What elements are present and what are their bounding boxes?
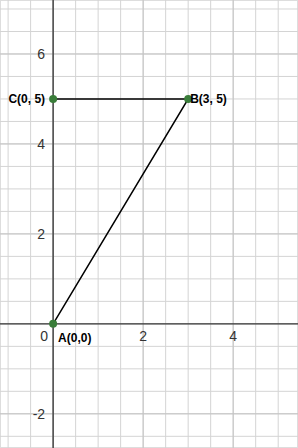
point-marker bbox=[49, 320, 57, 328]
minor-grid-line bbox=[188, 0, 189, 448]
minor-grid-line bbox=[0, 166, 298, 167]
minor-grid-line bbox=[0, 368, 298, 369]
minor-grid-line bbox=[53, 0, 54, 448]
data bbox=[49, 95, 192, 328]
chart: 0 2 4 -2 2 4 6 A(0,0) B(3, 5) C(0, 5) bbox=[0, 0, 298, 448]
segment-line bbox=[53, 99, 188, 324]
x-tick-label: 0 bbox=[40, 328, 48, 344]
minor-grid-line bbox=[8, 0, 9, 448]
y-tick-label: 2 bbox=[37, 226, 45, 242]
x-axis bbox=[0, 323, 298, 324]
plot-frame bbox=[1, 1, 298, 448]
minor-grid-line bbox=[255, 0, 256, 448]
minor-grid-line bbox=[0, 323, 298, 324]
minor-grid-line bbox=[0, 188, 298, 189]
minor-grid-line bbox=[30, 0, 31, 448]
minor-grid-line bbox=[0, 8, 298, 9]
minor-grid-line bbox=[0, 76, 298, 77]
minor-grid-line bbox=[75, 0, 76, 448]
x-tick-label: 2 bbox=[139, 328, 147, 344]
grid-line bbox=[233, 0, 234, 448]
minor-grid-line bbox=[0, 346, 298, 347]
minor-grid-line bbox=[143, 0, 144, 448]
minor-grid-line bbox=[98, 0, 99, 448]
minor-grid-line bbox=[120, 0, 121, 448]
point-marker bbox=[49, 95, 57, 103]
minor-grid-line bbox=[0, 121, 298, 122]
minor-grid-line bbox=[165, 0, 166, 448]
minor-grid-line bbox=[233, 0, 234, 448]
minor-grid-line bbox=[278, 0, 279, 448]
minor-grid-line bbox=[0, 31, 298, 32]
minor-grid-line bbox=[210, 0, 211, 448]
x-tick-label: 4 bbox=[229, 328, 237, 344]
grid-line bbox=[143, 0, 144, 448]
grid-line bbox=[53, 0, 54, 448]
grid bbox=[0, 0, 298, 448]
y-tick-label: 6 bbox=[37, 46, 45, 62]
y-tick-label: 4 bbox=[37, 136, 45, 152]
point-label: C(0, 5) bbox=[8, 92, 45, 106]
minor-grid-line bbox=[0, 436, 298, 437]
point-label: A(0,0) bbox=[58, 331, 91, 345]
minor-grid-line bbox=[0, 301, 298, 302]
minor-grid-line bbox=[0, 211, 298, 212]
minor-grid-line bbox=[0, 256, 298, 257]
y-axis bbox=[52, 0, 53, 448]
minor-grid-line bbox=[0, 278, 298, 279]
minor-grid-line bbox=[0, 391, 298, 392]
point-label: B(3, 5) bbox=[190, 92, 227, 106]
y-tick-label: -2 bbox=[33, 406, 46, 422]
